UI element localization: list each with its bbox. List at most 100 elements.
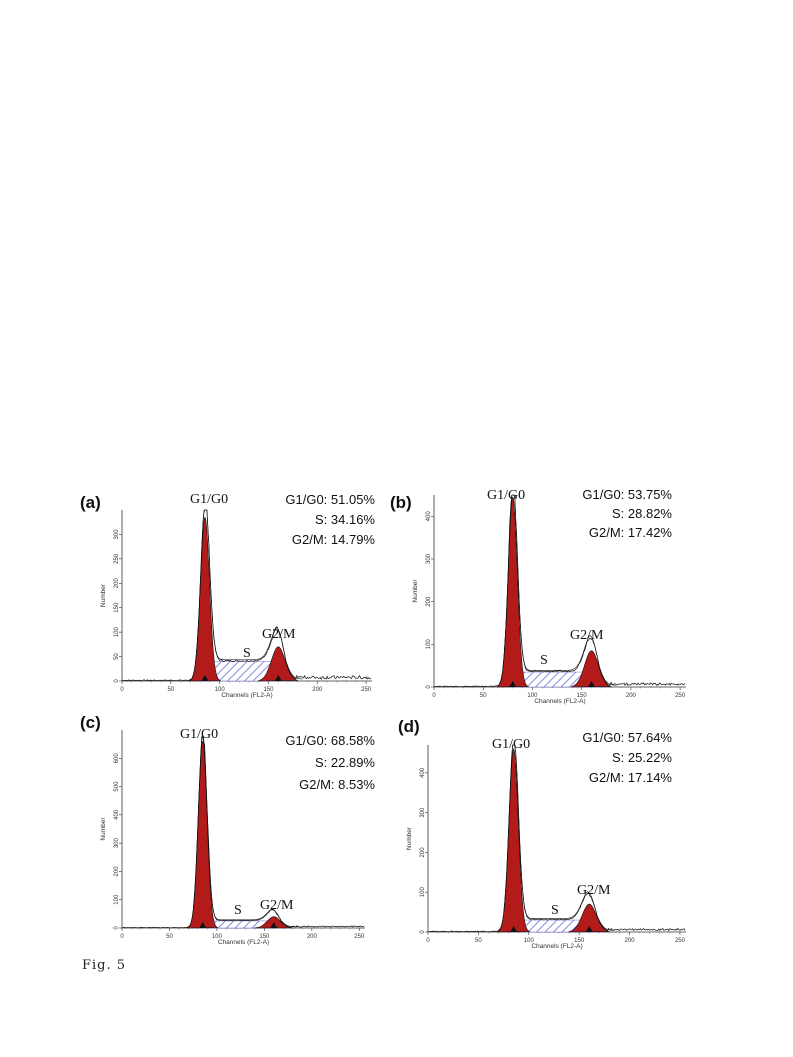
- g2-phase-label: G2/M: [262, 627, 296, 642]
- g2-peak: [571, 650, 612, 688]
- x-tick-label: 250: [361, 687, 372, 693]
- x-tick-label: 150: [263, 687, 274, 693]
- y-tick-label: 500: [114, 781, 120, 792]
- figure-caption: Fig. 5: [82, 958, 127, 973]
- y-tick-label: 50: [114, 653, 120, 660]
- y-axis-title: Number: [406, 826, 413, 850]
- y-tick-label: 100: [426, 639, 432, 650]
- g1-peak: [497, 748, 530, 933]
- x-tick-label: 200: [312, 687, 323, 693]
- g1-peak: [187, 740, 218, 929]
- histogram-outline: [121, 735, 365, 929]
- g2-marker: [270, 922, 278, 928]
- x-tick-label: 200: [626, 693, 637, 699]
- x-tick-label: 150: [577, 693, 588, 699]
- stat-line: G1/G0: 57.64%: [582, 730, 672, 745]
- s-phase-label: S: [234, 903, 242, 918]
- y-tick-label: 250: [114, 553, 120, 564]
- x-tick-label: 50: [167, 687, 174, 693]
- y-tick-label: 100: [114, 626, 120, 637]
- y-tick-label: 0: [420, 930, 426, 934]
- panel-label: (a): [80, 493, 101, 512]
- x-tick-label: 100: [524, 938, 535, 944]
- histogram-outline: [121, 509, 372, 682]
- x-tick-label: 200: [625, 938, 636, 944]
- y-tick-label: 300: [114, 529, 120, 540]
- y-axis-title: Number: [412, 579, 419, 603]
- x-tick-label: 100: [215, 687, 226, 693]
- y-tick-label: 200: [114, 866, 120, 877]
- x-axis-title: Channels (FL2-A): [218, 939, 269, 946]
- stat-line: G1/G0: 53.75%: [582, 487, 672, 502]
- g1-marker: [199, 922, 207, 928]
- g2-phase-label: G2/M: [260, 898, 294, 913]
- g2-phase-label: G2/M: [570, 628, 604, 643]
- y-tick-label: 300: [114, 837, 120, 848]
- y-tick-label: 400: [426, 511, 432, 522]
- histogram-panel-3: (c) 0 50 100 150 200 250 0 100 200 300 400 500 600 Cha…: [80, 713, 375, 946]
- x-tick-label: 100: [212, 934, 223, 940]
- y-tick-label: 100: [420, 887, 426, 898]
- panel-label: (d): [398, 717, 420, 736]
- g2-peak: [258, 646, 298, 682]
- x-tick-label: 250: [675, 938, 686, 944]
- histogram-outline: [427, 744, 686, 933]
- fit-outline: [503, 744, 615, 931]
- histogram-outline: [433, 494, 686, 688]
- x-tick-label: 250: [354, 934, 365, 940]
- x-axis-title: Channels (FL2-A): [531, 943, 582, 950]
- y-tick-label: 600: [114, 753, 120, 764]
- y-tick-label: 300: [426, 553, 432, 564]
- y-tick-label: 200: [114, 578, 120, 589]
- y-tick-label: 400: [114, 809, 120, 820]
- g2-marker: [585, 926, 593, 932]
- y-tick-label: 150: [114, 602, 120, 613]
- s-phase-label: S: [551, 903, 559, 918]
- panel-label: (c): [80, 713, 101, 732]
- stat-line: G2/M: 17.42%: [589, 525, 673, 540]
- panel-label: (b): [390, 493, 412, 512]
- g2-marker: [588, 681, 595, 687]
- g1-phase-label: G1/G0: [180, 727, 218, 742]
- stat-line: G2/M: 8.53%: [299, 777, 375, 792]
- y-tick-label: 100: [114, 894, 120, 905]
- x-tick-label: 100: [527, 693, 538, 699]
- x-tick-label: 150: [574, 938, 585, 944]
- stat-line: G2/M: 17.14%: [589, 770, 673, 785]
- x-tick-label: 0: [120, 687, 124, 693]
- y-tick-label: 0: [426, 685, 432, 689]
- y-tick-label: 200: [426, 596, 432, 607]
- histogram-panel-2: (b) 0 50 100 150 200 250 0 100 200 300 400 Channels …: [390, 487, 686, 705]
- x-tick-label: 50: [166, 934, 173, 940]
- x-tick-label: 200: [307, 934, 318, 940]
- y-tick-label: 400: [420, 767, 426, 778]
- y-tick-label: 200: [420, 847, 426, 858]
- fit-outline: [194, 509, 303, 680]
- y-tick-label: 300: [420, 807, 426, 818]
- x-tick-label: 0: [426, 938, 430, 944]
- x-tick-label: 50: [475, 938, 482, 944]
- fit-outline: [502, 494, 617, 686]
- x-tick-label: 0: [432, 693, 436, 699]
- histogram-panel-1: (a) 0 50 100 150 200 250 0 50 100 150 200 250 300 Chan…: [80, 492, 375, 699]
- x-axis-title: Channels (FL2-A): [221, 692, 272, 699]
- y-tick-label: 0: [114, 679, 120, 683]
- stat-line: G1/G0: 51.05%: [285, 492, 375, 507]
- s-phase-label: S: [243, 646, 251, 661]
- x-tick-label: 150: [259, 934, 270, 940]
- stat-line: S: 34.16%: [315, 512, 375, 527]
- y-axis-title: Number: [100, 583, 107, 607]
- g1-phase-label: G1/G0: [487, 488, 525, 503]
- stat-line: G2/M: 14.79%: [292, 532, 376, 547]
- stat-line: G1/G0: 68.58%: [285, 733, 375, 748]
- g1-peak: [496, 496, 529, 688]
- stat-line: S: 22.89%: [315, 755, 375, 770]
- y-axis-title: Number: [100, 817, 107, 841]
- g1-marker: [510, 926, 518, 932]
- histogram-panel-4: (d) 0 50 100 150 200 250 0 100 200 300 400 Channels …: [398, 717, 686, 950]
- stat-line: S: 25.22%: [612, 750, 672, 765]
- fit-outline: [192, 734, 298, 928]
- g1-peak: [189, 516, 221, 682]
- x-tick-label: 0: [120, 934, 124, 940]
